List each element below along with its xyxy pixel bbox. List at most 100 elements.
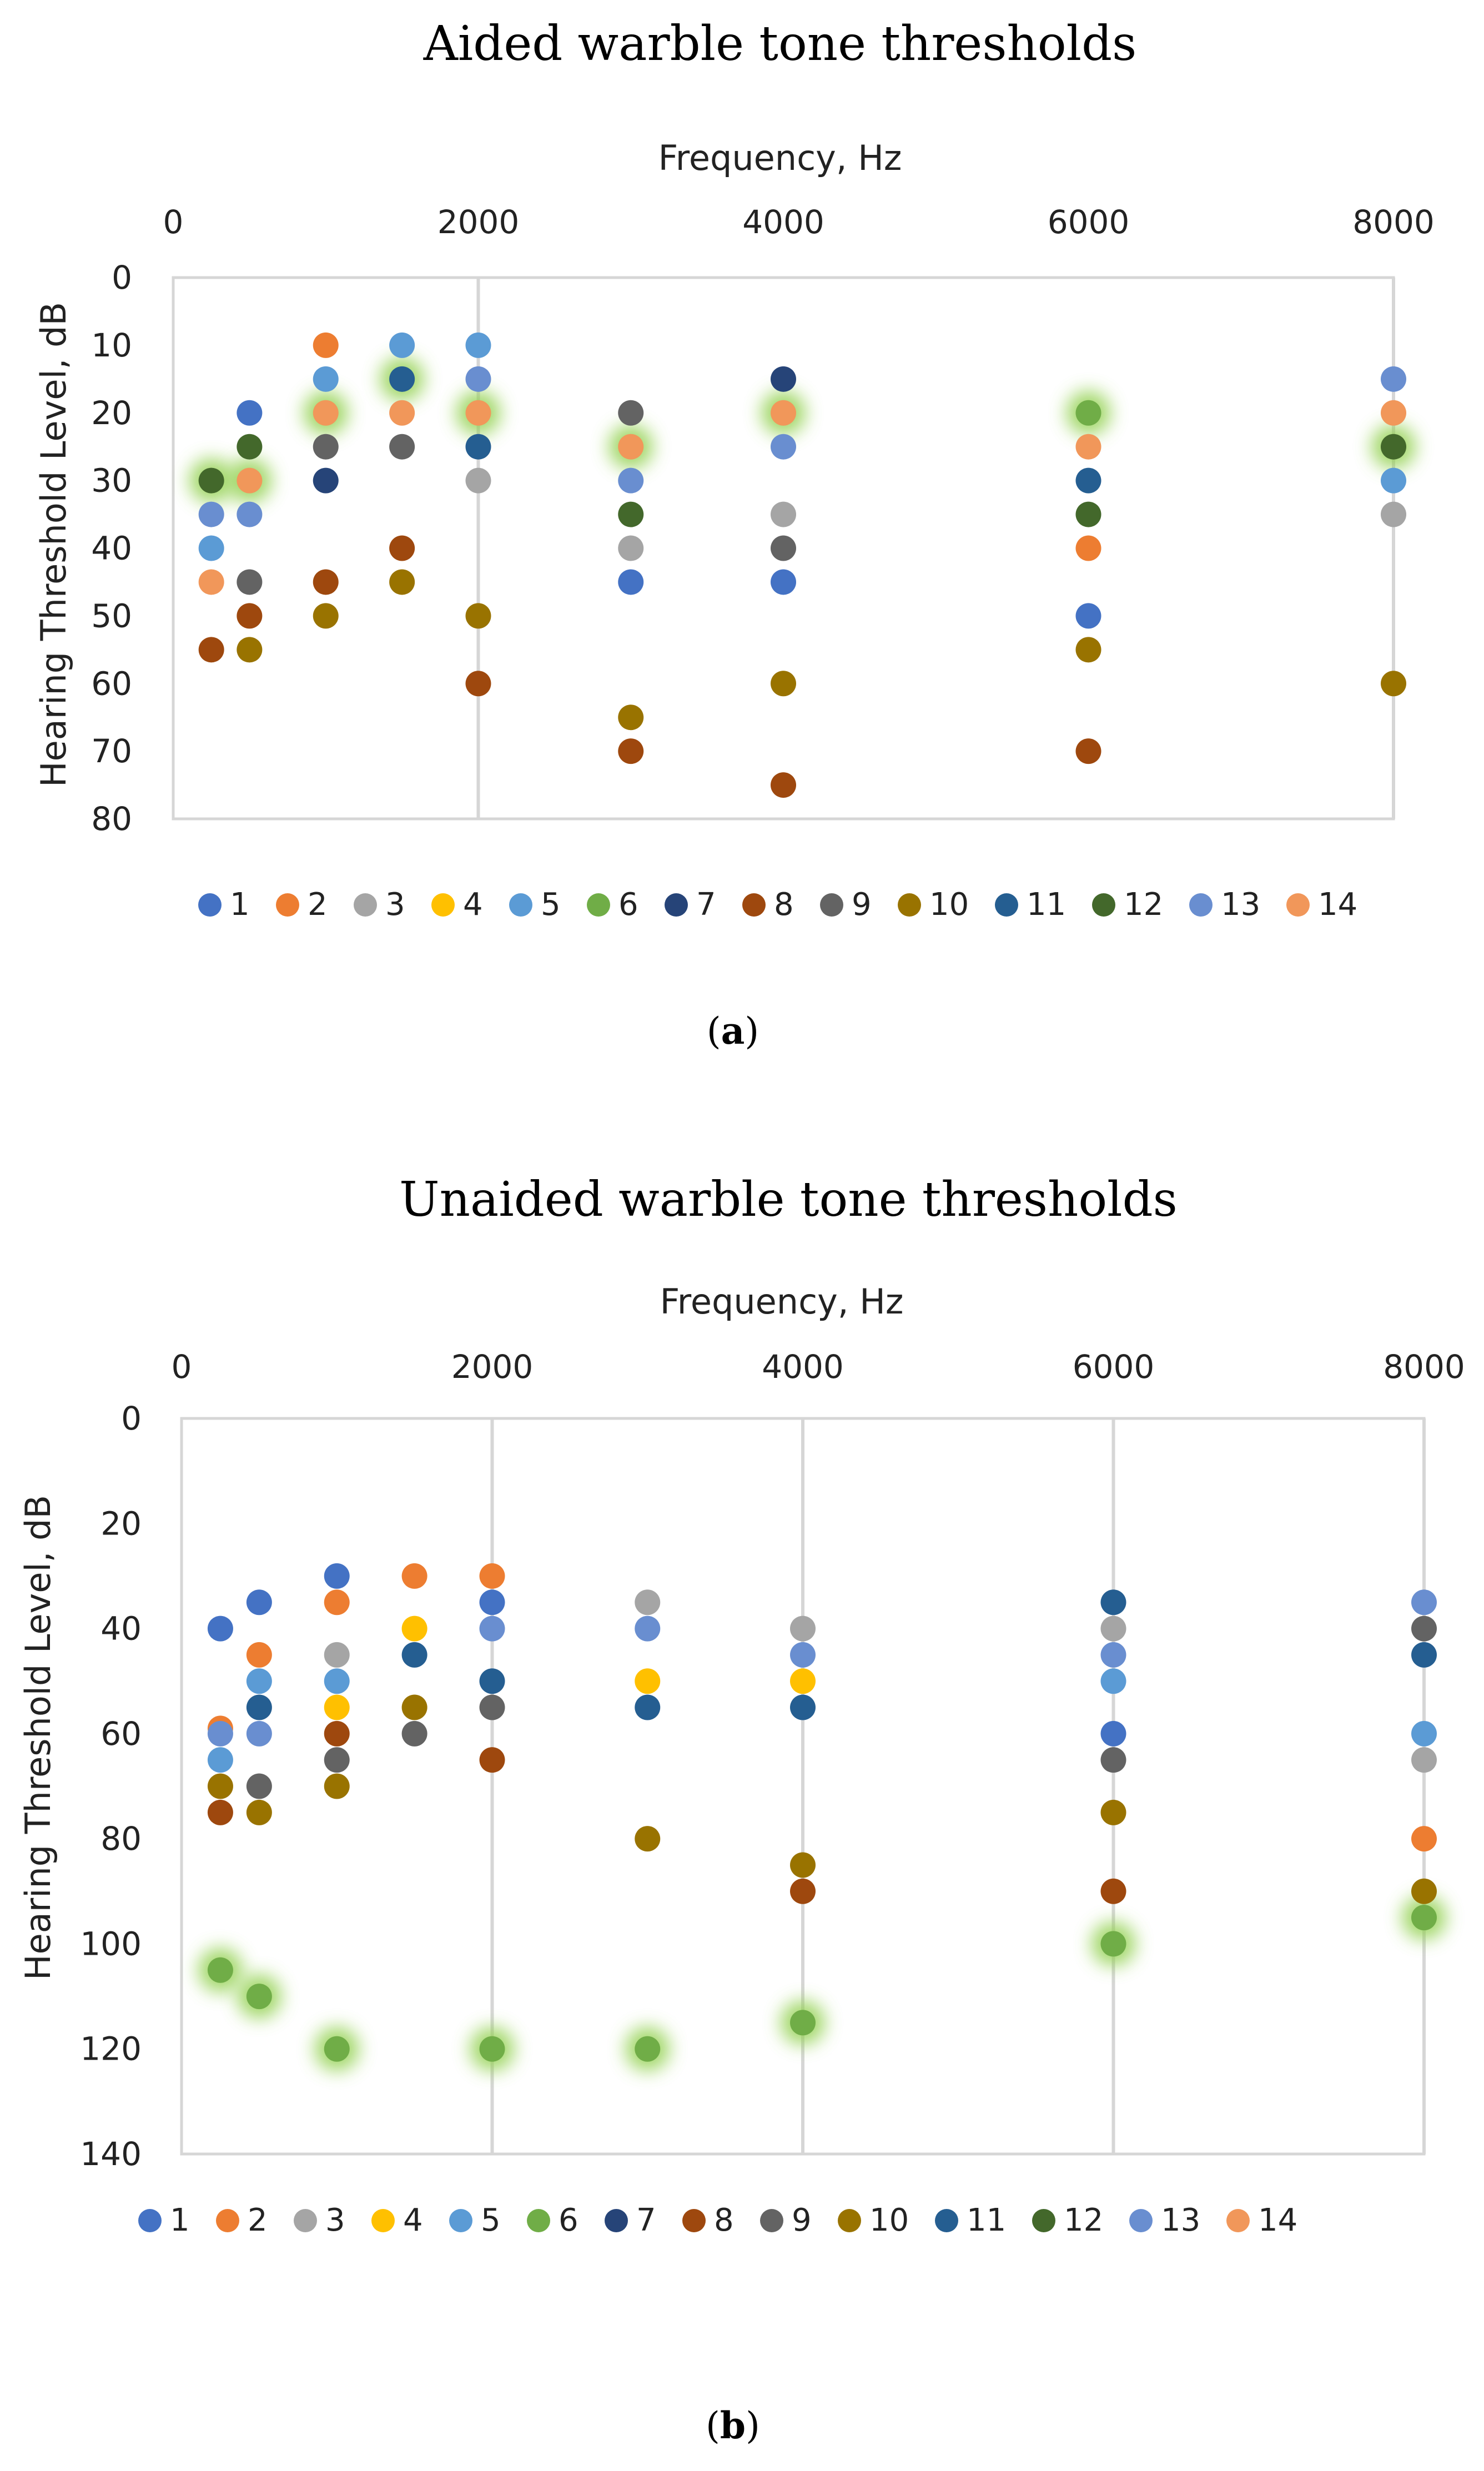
legend-item-3: 3 xyxy=(294,2202,345,2238)
data-point-series-6 xyxy=(479,2036,505,2062)
x-tick-label: 2000 xyxy=(451,1348,534,1386)
y-tick-label: 50 xyxy=(91,597,132,635)
data-point-series-14 xyxy=(198,569,224,595)
highlight-glows xyxy=(189,356,1416,503)
data-point-series-5 xyxy=(389,332,415,358)
y-tick-label: 30 xyxy=(91,462,132,500)
legend-marker xyxy=(935,2209,958,2232)
data-point-series-3 xyxy=(790,1616,816,1642)
data-point-series-14 xyxy=(389,400,415,426)
legend-item-11: 11 xyxy=(995,887,1066,923)
data-point-series-1 xyxy=(246,1589,272,1616)
y-tick-label: 40 xyxy=(100,1610,142,1648)
y-tick-label: 80 xyxy=(91,800,132,838)
x-tick-label: 4000 xyxy=(762,1348,844,1386)
data-point-series-2 xyxy=(401,1563,427,1589)
y-axis-title: Hearing Threshold Level, dB xyxy=(18,1495,58,1980)
data-point-series-10 xyxy=(237,637,263,663)
data-point-series-2 xyxy=(246,1642,272,1668)
legend-label: 14 xyxy=(1318,887,1357,923)
legend-marker xyxy=(431,893,455,917)
x-tick-label: 4000 xyxy=(742,203,824,241)
legend-item-8: 8 xyxy=(742,887,794,923)
data-point-series-9 xyxy=(479,1694,505,1720)
data-point-series-8 xyxy=(1100,1878,1126,1904)
chart-unaided: Unaided warble tone thresholds Frequency… xyxy=(18,1172,1465,2447)
data-point-series-1 xyxy=(1100,1720,1126,1747)
data-point-series-8 xyxy=(790,1878,816,1904)
data-point-series-11 xyxy=(1100,1589,1126,1616)
legend-item-2: 2 xyxy=(216,2202,268,2238)
data-point-series-8 xyxy=(618,738,644,764)
legend-item-9: 9 xyxy=(760,2202,812,2238)
legend-item-7: 7 xyxy=(665,887,716,923)
x-axis-title: Frequency, Hz xyxy=(658,138,902,178)
data-point-series-6 xyxy=(1100,1931,1126,1957)
legend-label: 9 xyxy=(852,887,872,923)
legend-label: 12 xyxy=(1124,887,1163,923)
data-point-series-1 xyxy=(618,569,644,595)
y-tick-label: 100 xyxy=(80,1925,142,1962)
data-point-series-1 xyxy=(771,569,796,595)
data-point-series-8 xyxy=(207,1799,233,1825)
y-tick-label: 0 xyxy=(121,1400,142,1437)
data-point-series-14 xyxy=(1075,434,1101,460)
data-points xyxy=(207,1563,1437,2062)
legend-marker xyxy=(198,893,222,917)
x-tick-label: 0 xyxy=(163,203,184,241)
y-tick-label: 70 xyxy=(91,732,132,770)
data-point-series-3 xyxy=(771,501,796,527)
chart-aided: Aided warble tone thresholds Frequency, … xyxy=(33,16,1435,1053)
data-point-series-10 xyxy=(1075,637,1101,663)
legend-label: 4 xyxy=(403,2202,423,2238)
data-point-series-14 xyxy=(313,400,339,426)
legend-marker xyxy=(527,2209,550,2232)
legend-item-14: 14 xyxy=(1286,887,1357,923)
data-point-series-1 xyxy=(207,1616,233,1642)
data-point-series-6 xyxy=(246,1984,272,2010)
legend-label: 13 xyxy=(1161,2202,1200,2238)
data-point-series-5 xyxy=(207,1747,233,1773)
data-point-series-6 xyxy=(324,2036,350,2062)
legend: 1 2 3 4 5 6 7 8 9 10 11 12 13 14 xyxy=(138,2202,1297,2238)
data-point-series-4 xyxy=(324,1694,350,1720)
data-point-series-7 xyxy=(771,366,796,392)
highlight-glows xyxy=(198,1895,1446,2071)
data-point-series-13 xyxy=(635,1616,661,1642)
data-point-series-6 xyxy=(207,1957,233,1983)
data-point-series-11 xyxy=(389,366,415,392)
legend-item-8: 8 xyxy=(682,2202,734,2238)
data-point-series-4 xyxy=(635,1668,661,1694)
legend-marker xyxy=(276,893,299,917)
data-point-series-4 xyxy=(401,1616,427,1642)
data-point-series-13 xyxy=(198,501,224,527)
legend-item-10: 10 xyxy=(838,2202,909,2238)
legend-label: 5 xyxy=(481,2202,501,2238)
legend-item-13: 13 xyxy=(1189,887,1260,923)
data-point-series-2 xyxy=(1411,1826,1437,1852)
legend-label: 7 xyxy=(696,887,716,923)
data-point-series-14 xyxy=(618,434,644,460)
legend-item-4: 4 xyxy=(431,887,483,923)
data-point-series-14 xyxy=(237,467,263,494)
x-tick-label: 6000 xyxy=(1073,1348,1155,1386)
x-tick-labels: 0 2000 4000 6000 8000 xyxy=(172,1348,1465,1386)
legend-marker xyxy=(509,893,532,917)
chart-title: Unaided warble tone thresholds xyxy=(399,1172,1178,1227)
legend-label: 2 xyxy=(308,887,328,923)
data-point-series-9 xyxy=(618,400,644,426)
data-point-series-10 xyxy=(790,1852,816,1878)
y-tick-labels: 0 20 40 60 80 100 120 140 xyxy=(80,1400,142,2173)
data-point-series-13 xyxy=(1100,1642,1126,1668)
data-point-series-13 xyxy=(1411,1589,1437,1616)
legend-item-9: 9 xyxy=(820,887,872,923)
x-tick-label: 8000 xyxy=(1352,203,1435,241)
legend-label: 8 xyxy=(714,2202,734,2238)
legend-item-2: 2 xyxy=(276,887,328,923)
legend-label: 8 xyxy=(774,887,794,923)
data-point-series-3 xyxy=(618,535,644,561)
legend-label: 12 xyxy=(1064,2202,1103,2238)
x-tick-label: 6000 xyxy=(1048,203,1130,241)
data-point-series-3 xyxy=(324,1642,350,1668)
data-point-series-10 xyxy=(313,603,339,629)
